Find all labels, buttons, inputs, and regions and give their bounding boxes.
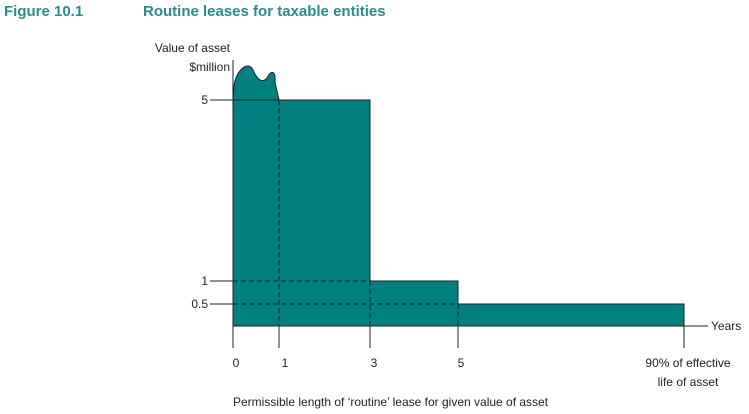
unbounded-value-wave: [232, 65, 280, 101]
x-tick-label-3: 3: [371, 356, 378, 370]
x-tick-label-1: 1: [282, 356, 289, 370]
figure-caption: Permissible length of ‘routine’ lease fo…: [233, 395, 549, 409]
y-tick-label-0-5: 0.5: [191, 297, 208, 311]
x-end-label-line1: 90% of effective: [645, 356, 730, 370]
dashed-guides: [233, 99, 459, 326]
x-tick-label-5: 5: [458, 356, 465, 370]
region-above-5m: [233, 100, 370, 326]
x-tick-label-0: 0: [233, 356, 240, 370]
y-tick-label-5: 5: [201, 93, 208, 107]
y-axis-label-line2: $million: [189, 60, 230, 74]
figure-title: Routine leases for taxable entities: [143, 3, 386, 20]
y-axis-label-line1: Value of asset: [155, 41, 231, 55]
region-0-5m-to-1m: [458, 304, 684, 326]
y-tick-label-1: 1: [201, 274, 208, 288]
x-end-label-line2: life of asset: [658, 375, 719, 389]
x-ticks: [232, 326, 685, 348]
x-axis-label: Years: [711, 319, 741, 333]
figure-number: Figure 10.1: [4, 3, 84, 20]
